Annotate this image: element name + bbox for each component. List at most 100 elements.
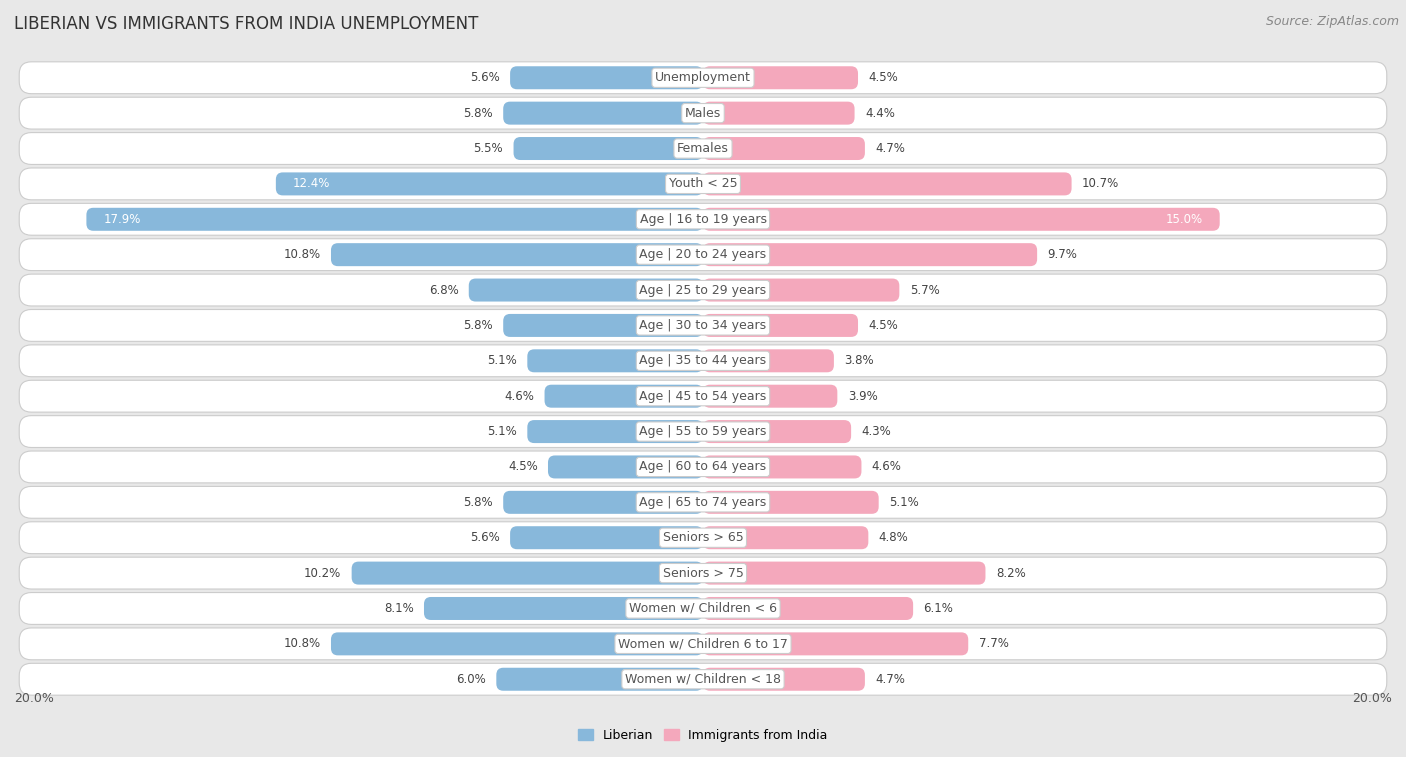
FancyBboxPatch shape (703, 279, 900, 301)
FancyBboxPatch shape (20, 416, 1386, 447)
Text: Age | 25 to 29 years: Age | 25 to 29 years (640, 284, 766, 297)
FancyBboxPatch shape (513, 137, 703, 160)
FancyBboxPatch shape (20, 310, 1386, 341)
FancyBboxPatch shape (86, 207, 703, 231)
FancyBboxPatch shape (503, 314, 703, 337)
FancyBboxPatch shape (468, 279, 703, 301)
Text: Females: Females (678, 142, 728, 155)
FancyBboxPatch shape (20, 132, 1386, 164)
FancyBboxPatch shape (703, 207, 1219, 231)
Text: 4.5%: 4.5% (508, 460, 537, 473)
FancyBboxPatch shape (20, 557, 1386, 589)
Text: 5.5%: 5.5% (474, 142, 503, 155)
FancyBboxPatch shape (496, 668, 703, 690)
FancyBboxPatch shape (20, 168, 1386, 200)
Text: Women w/ Children < 6: Women w/ Children < 6 (628, 602, 778, 615)
Text: 5.1%: 5.1% (889, 496, 918, 509)
FancyBboxPatch shape (703, 597, 912, 620)
Text: Women w/ Children 6 to 17: Women w/ Children 6 to 17 (619, 637, 787, 650)
Text: 10.8%: 10.8% (284, 637, 321, 650)
Text: Age | 55 to 59 years: Age | 55 to 59 years (640, 425, 766, 438)
FancyBboxPatch shape (20, 593, 1386, 625)
Text: 10.7%: 10.7% (1083, 177, 1119, 191)
Text: 5.6%: 5.6% (470, 531, 499, 544)
FancyBboxPatch shape (527, 349, 703, 372)
FancyBboxPatch shape (703, 243, 1038, 266)
Text: Males: Males (685, 107, 721, 120)
FancyBboxPatch shape (330, 632, 703, 656)
Text: Age | 30 to 34 years: Age | 30 to 34 years (640, 319, 766, 332)
Text: 3.9%: 3.9% (848, 390, 877, 403)
FancyBboxPatch shape (703, 420, 851, 443)
FancyBboxPatch shape (20, 345, 1386, 377)
Text: 5.8%: 5.8% (463, 319, 494, 332)
Text: Source: ZipAtlas.com: Source: ZipAtlas.com (1265, 15, 1399, 28)
FancyBboxPatch shape (703, 562, 986, 584)
Text: Age | 45 to 54 years: Age | 45 to 54 years (640, 390, 766, 403)
FancyBboxPatch shape (703, 314, 858, 337)
FancyBboxPatch shape (544, 385, 703, 408)
Text: 5.1%: 5.1% (488, 354, 517, 367)
Legend: Liberian, Immigrants from India: Liberian, Immigrants from India (574, 724, 832, 746)
Text: Age | 60 to 64 years: Age | 60 to 64 years (640, 460, 766, 473)
FancyBboxPatch shape (425, 597, 703, 620)
Text: LIBERIAN VS IMMIGRANTS FROM INDIA UNEMPLOYMENT: LIBERIAN VS IMMIGRANTS FROM INDIA UNEMPL… (14, 15, 478, 33)
Text: 6.0%: 6.0% (456, 673, 486, 686)
Text: 5.8%: 5.8% (463, 496, 494, 509)
FancyBboxPatch shape (20, 487, 1386, 519)
FancyBboxPatch shape (703, 349, 834, 372)
FancyBboxPatch shape (20, 274, 1386, 306)
FancyBboxPatch shape (703, 67, 858, 89)
Text: Seniors > 65: Seniors > 65 (662, 531, 744, 544)
FancyBboxPatch shape (703, 668, 865, 690)
Text: Age | 20 to 24 years: Age | 20 to 24 years (640, 248, 766, 261)
Text: Youth < 25: Youth < 25 (669, 177, 737, 191)
Text: Age | 65 to 74 years: Age | 65 to 74 years (640, 496, 766, 509)
Text: 4.6%: 4.6% (505, 390, 534, 403)
FancyBboxPatch shape (703, 632, 969, 656)
FancyBboxPatch shape (330, 243, 703, 266)
FancyBboxPatch shape (703, 137, 865, 160)
Text: Women w/ Children < 18: Women w/ Children < 18 (626, 673, 780, 686)
Text: 4.7%: 4.7% (875, 142, 905, 155)
Text: 20.0%: 20.0% (14, 692, 53, 706)
Text: Seniors > 75: Seniors > 75 (662, 566, 744, 580)
Text: 17.9%: 17.9% (104, 213, 141, 226)
FancyBboxPatch shape (703, 385, 838, 408)
Text: 5.1%: 5.1% (488, 425, 517, 438)
Text: 4.4%: 4.4% (865, 107, 894, 120)
FancyBboxPatch shape (510, 526, 703, 550)
FancyBboxPatch shape (20, 628, 1386, 660)
FancyBboxPatch shape (510, 67, 703, 89)
Text: 5.6%: 5.6% (470, 71, 499, 84)
Text: 4.5%: 4.5% (869, 319, 898, 332)
Text: 12.4%: 12.4% (292, 177, 330, 191)
FancyBboxPatch shape (703, 456, 862, 478)
FancyBboxPatch shape (703, 173, 1071, 195)
Text: 4.6%: 4.6% (872, 460, 901, 473)
Text: 5.7%: 5.7% (910, 284, 939, 297)
Text: Age | 35 to 44 years: Age | 35 to 44 years (640, 354, 766, 367)
Text: 6.1%: 6.1% (924, 602, 953, 615)
FancyBboxPatch shape (20, 62, 1386, 94)
Text: 6.8%: 6.8% (429, 284, 458, 297)
FancyBboxPatch shape (703, 491, 879, 514)
Text: 8.1%: 8.1% (384, 602, 413, 615)
Text: 20.0%: 20.0% (1353, 692, 1392, 706)
Text: 5.8%: 5.8% (463, 107, 494, 120)
FancyBboxPatch shape (20, 204, 1386, 235)
Text: 4.8%: 4.8% (879, 531, 908, 544)
Text: 10.8%: 10.8% (284, 248, 321, 261)
Text: 3.8%: 3.8% (844, 354, 875, 367)
FancyBboxPatch shape (20, 522, 1386, 553)
Text: 9.7%: 9.7% (1047, 248, 1077, 261)
FancyBboxPatch shape (548, 456, 703, 478)
FancyBboxPatch shape (503, 491, 703, 514)
Text: 4.5%: 4.5% (869, 71, 898, 84)
Text: 10.2%: 10.2% (304, 566, 342, 580)
FancyBboxPatch shape (20, 663, 1386, 695)
Text: 8.2%: 8.2% (995, 566, 1025, 580)
FancyBboxPatch shape (503, 101, 703, 125)
Text: Unemployment: Unemployment (655, 71, 751, 84)
FancyBboxPatch shape (527, 420, 703, 443)
